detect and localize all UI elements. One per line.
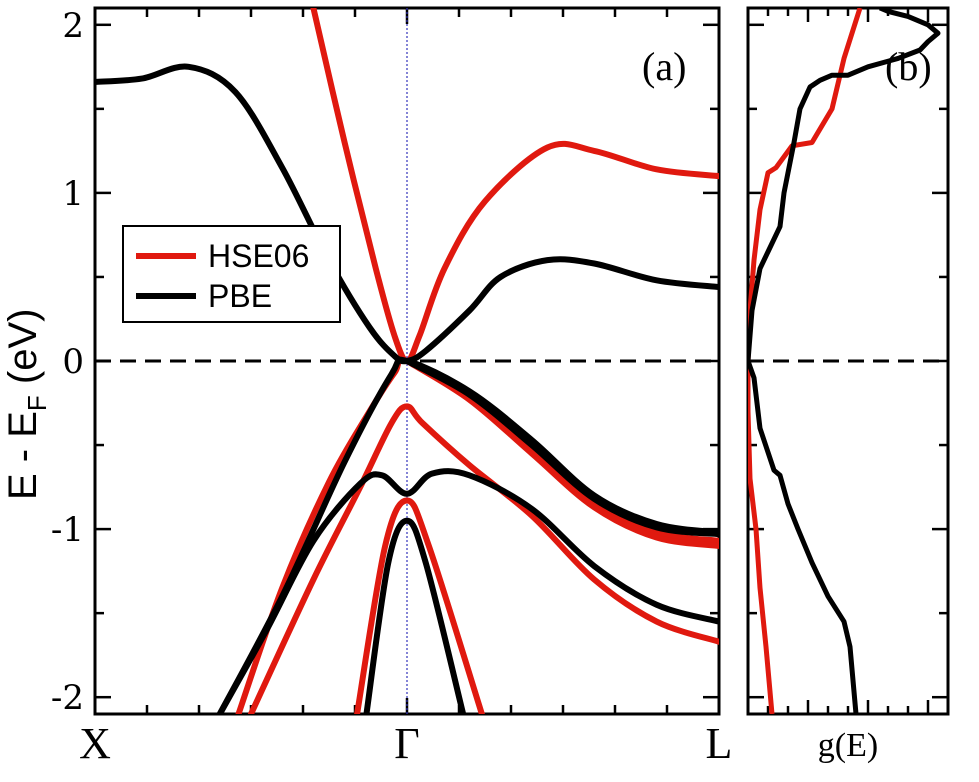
- band-pbe-9: [363, 517, 467, 714]
- y-tick-label: 0: [62, 342, 84, 382]
- y-axis-label: E - EF (eV): [1, 309, 52, 500]
- band-pbe-6: [216, 356, 719, 714]
- legend-box: [122, 225, 341, 323]
- ylabel-unit: (eV): [1, 309, 45, 396]
- band-hse06-3: [248, 403, 719, 714]
- legend-label-hse06: HSE06: [208, 238, 309, 274]
- k-label: Γ: [394, 719, 419, 768]
- band-pbe-7: [404, 358, 719, 538]
- ylabel-subscript: F: [22, 395, 52, 411]
- band-hse06-4: [354, 497, 485, 714]
- panel-b-ticks: [748, 8, 948, 714]
- dos-pbe: [748, 8, 941, 714]
- panel-b-dos: [748, 8, 941, 714]
- band-pbe-8: [216, 468, 719, 714]
- y-tick-labels: -2 -1 0 1 2: [51, 6, 84, 718]
- y-tick-label: -1: [51, 510, 84, 550]
- panel-b-label: (b): [885, 44, 932, 89]
- y-tick-label: 1: [62, 174, 84, 214]
- k-label: L: [706, 719, 733, 768]
- band-hse06-0: [310, 8, 719, 364]
- panel-b-xlabel: g(E): [818, 727, 878, 764]
- legend-label-pbe: PBE: [208, 278, 272, 314]
- y-tick-label: -2: [51, 678, 84, 718]
- panel-a-label: (a): [642, 44, 686, 89]
- y-tick-label: 2: [62, 6, 84, 46]
- ylabel-main: E - E: [1, 411, 45, 500]
- svg-text:E - EF (eV): E - EF (eV): [1, 309, 52, 500]
- k-label: X: [79, 719, 111, 768]
- legend: HSE06 PBE: [122, 225, 341, 323]
- panel-a-bands: [95, 8, 719, 714]
- band-hse06-2: [404, 358, 719, 549]
- dos-hse06: [748, 8, 863, 714]
